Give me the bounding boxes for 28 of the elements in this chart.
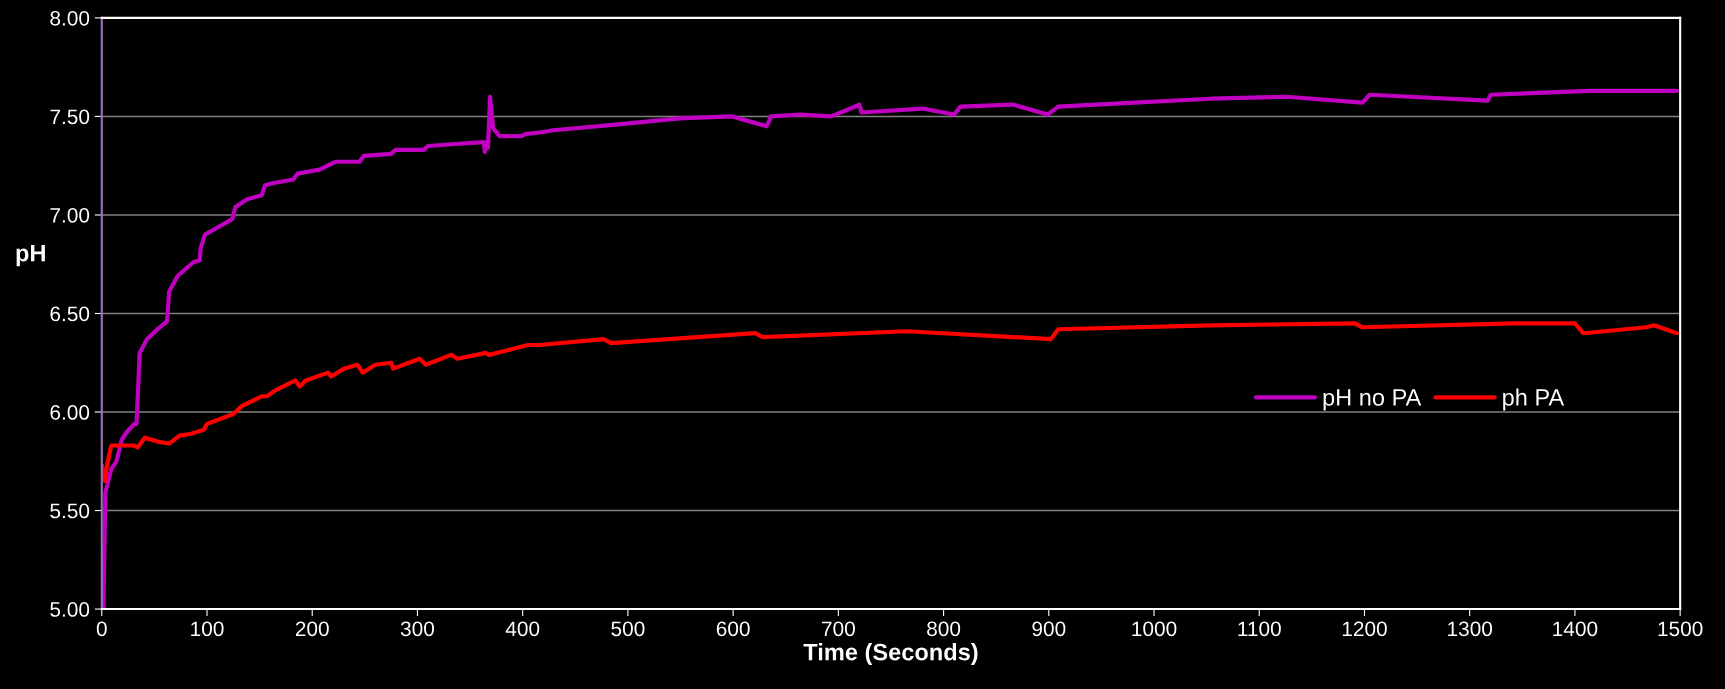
line-series [101, 321, 1680, 484]
legend-label: ph PA [1503, 388, 1565, 411]
y-tick-label: 5.50 [50, 503, 90, 519]
x-axis-title: Time (Seconds) [803, 643, 978, 666]
y-axis-title: pH [16, 245, 45, 267]
x-tick-label: 1400 [1553, 621, 1598, 637]
x-tick-label: 700 [822, 621, 855, 637]
y-tick-label: 6.00 [50, 405, 90, 420]
x-tick-label: 200 [295, 621, 329, 637]
y-tick-label: 7.00 [50, 207, 90, 223]
x-tick-label: 900 [1032, 621, 1066, 637]
x-tick-label: 400 [505, 621, 540, 637]
x-tick-label: 1500 [1658, 621, 1703, 637]
x-tick-label: 1000 [1132, 621, 1177, 637]
legend-label: pH no PA [1323, 389, 1422, 411]
x-tick-label: 1100 [1238, 621, 1281, 637]
y-tick-label: 5.00 [50, 602, 90, 617]
x-tick-label: 500 [611, 621, 645, 637]
x-tick-label: 0 [96, 621, 107, 637]
x-tick-label: 300 [400, 621, 435, 637]
x-tick-label: 600 [716, 621, 750, 637]
y-tick-label: 8.00 [50, 10, 90, 26]
x-tick-label: 1200 [1342, 621, 1387, 637]
x-tick-label: 800 [927, 621, 961, 637]
y-tick-label: 7.50 [50, 109, 90, 125]
y-tick-label: 6.50 [50, 306, 90, 322]
x-tick-label: 100 [191, 621, 224, 637]
x-tick-label: 1300 [1448, 621, 1493, 637]
